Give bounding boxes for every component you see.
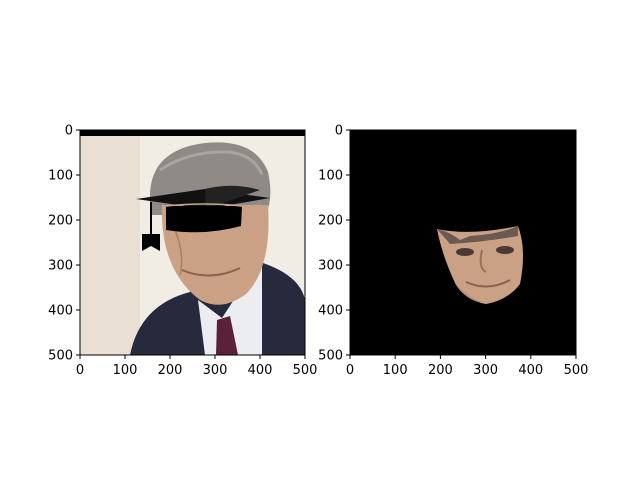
right-y-tick-label: 300 [318, 259, 343, 274]
left-y-tick-label: 0 [65, 124, 73, 139]
left-y-tick-label: 300 [48, 259, 73, 274]
right-y-tick-label: 0 [335, 124, 343, 139]
left-y-tick-label: 500 [48, 349, 73, 364]
right-y-ticks: 0 100 200 300 400 500 [318, 124, 350, 364]
portrait-image [80, 130, 305, 355]
right-x-tick-label: 100 [383, 363, 408, 378]
left-x-ticks: 0 100 200 300 400 500 [76, 355, 318, 378]
left-x-tick-label: 400 [248, 363, 273, 378]
right-y-tick-label: 200 [318, 214, 343, 229]
left-y-tick-label: 400 [48, 304, 73, 319]
left-y-tick-label: 200 [48, 214, 73, 229]
right-y-tick-label: 500 [318, 349, 343, 364]
left-axes-frame [79, 129, 306, 356]
left-x-tick-label: 500 [293, 363, 318, 378]
right-x-tick-label: 300 [473, 363, 498, 378]
left-x-tick-label: 200 [158, 363, 183, 378]
left-x-tick-label: 100 [113, 363, 138, 378]
right-y-tick-label: 100 [318, 169, 343, 184]
left-x-tick-label: 0 [76, 363, 84, 378]
right-y-tick-label: 400 [318, 304, 343, 319]
left-y-ticks: 0 100 200 300 400 500 [48, 124, 80, 364]
left-x-tick-label: 300 [203, 363, 228, 378]
left-image-axes: 0 100 200 300 400 500 0 100 200 300 400 500 [48, 124, 317, 379]
masked-face-image [350, 130, 576, 355]
right-x-tick-label: 500 [564, 363, 589, 378]
graduation-cap [136, 185, 270, 251]
right-x-tick-label: 0 [346, 363, 354, 378]
right-image-axes: 0 100 200 300 400 500 0 100 200 300 400 500 [318, 124, 588, 379]
right-x-tick-label: 400 [518, 363, 543, 378]
right-x-ticks: 0 100 200 300 400 500 [346, 355, 589, 378]
right-axes-frame [349, 129, 577, 356]
left-y-tick-label: 100 [48, 169, 73, 184]
right-x-tick-label: 200 [428, 363, 453, 378]
